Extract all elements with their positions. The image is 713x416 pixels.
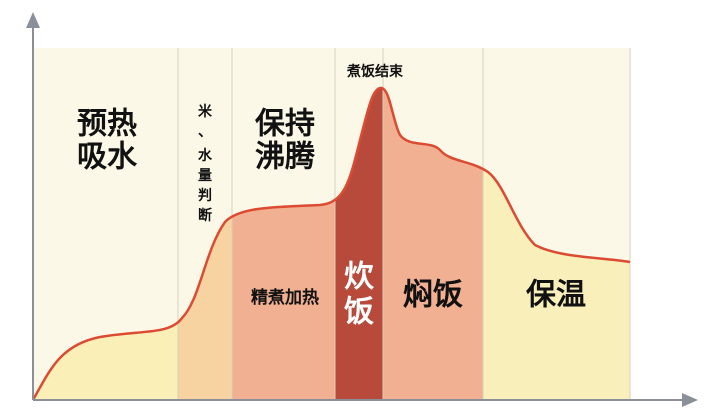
phase-label: 焖饭 [403,278,463,313]
phase-dividers [177,48,631,400]
phase-label: 判 [198,187,212,204]
phase-label: 沸腾 [255,140,316,175]
phase-label: 、 [198,124,212,140]
temperature-curve [31,86,631,401]
axes [26,12,698,407]
phase-label: 预热 [77,107,137,142]
phase-label: 炊 [344,260,375,295]
phase-label: 吸水 [77,140,138,175]
x-arrow [682,393,698,407]
y-arrow [26,12,40,28]
phase-label: 保持 [255,107,315,142]
phase-label: 保温 [526,278,586,313]
phase-label: 量 [198,168,212,184]
phase-sublabel: 精煮加热 [251,287,319,308]
phase-label: 断 [198,207,212,224]
phase-label: 米 [198,103,213,120]
end-label: 煮饭结束 [346,63,404,80]
phase-label: 饭 [344,295,374,330]
phase-label: 水 [198,147,213,164]
